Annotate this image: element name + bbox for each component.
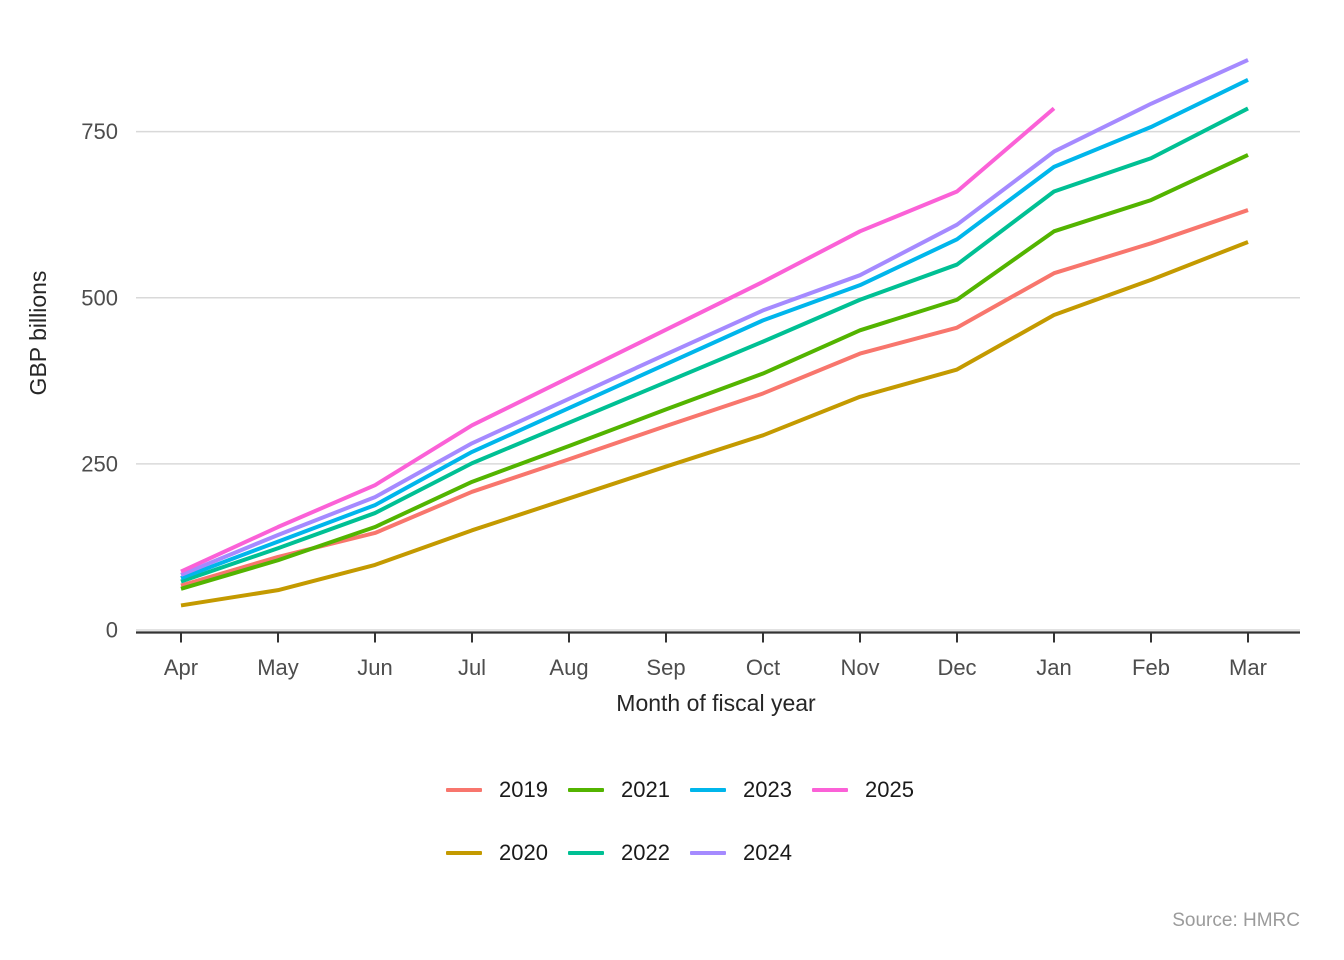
x-tick-label-jun: Jun [357, 655, 392, 680]
line-chart: 0 250 500 750 Apr May Jun Jul Aug Sep Oct Nov Dec Ja… [25, 58, 1300, 716]
series-lines [180, 58, 1249, 608]
legend-label-2022: 2022 [621, 839, 670, 865]
legend-key-2022 [568, 850, 604, 855]
y-tick-label-500: 500 [81, 285, 118, 310]
legend-item-2024: 2024 [690, 839, 812, 866]
x-tick-label-apr: Apr [164, 655, 198, 680]
x-tick-label-may: May [257, 655, 299, 680]
legend-label-2025: 2025 [865, 776, 914, 802]
y-tick-label-750: 750 [81, 119, 118, 144]
y-tick-labels: 0 250 500 750 [81, 119, 118, 642]
series-line-2020 [180, 240, 1249, 608]
x-tick-label-dec: Dec [937, 655, 976, 680]
legend-label-2020: 2020 [499, 839, 548, 865]
legend-item-2020: 2020 [446, 839, 568, 866]
series-line-2022 [180, 106, 1249, 584]
legend-key-2025 [812, 787, 848, 792]
legend-key-2021 [568, 787, 604, 792]
legend-item-2025: 2025 [812, 776, 934, 803]
x-tick-labels: Apr May Jun Jul Aug Sep Oct Nov Dec Jan Feb Mar [164, 655, 1267, 680]
legend-item-2021: 2021 [568, 776, 690, 803]
legend-key-2020 [446, 850, 482, 855]
x-axis-title: Month of fiscal year [616, 690, 816, 716]
x-tick-label-feb: Feb [1132, 655, 1170, 680]
x-tick-label-oct: Oct [746, 655, 780, 680]
legend-label-2023: 2023 [743, 776, 792, 802]
legend-item-2023: 2023 [690, 776, 812, 803]
x-tick-label-jul: Jul [458, 655, 486, 680]
y-tick-label-250: 250 [81, 451, 118, 476]
y-tick-label-0: 0 [106, 618, 118, 643]
series-line-2024 [180, 58, 1249, 577]
gridlines [136, 130, 1300, 631]
legend-label-2019: 2019 [499, 776, 548, 802]
series-line-2019 [180, 208, 1249, 588]
source-note: Source: HMRC [1172, 910, 1300, 931]
legend-key-2023 [690, 787, 726, 792]
legend-key-2019 [446, 787, 482, 792]
legend-item-2019: 2019 [446, 776, 568, 803]
x-tick-label-sep: Sep [646, 655, 685, 680]
chart-legend: 2019 2021 2023 2025 2020 2022 2024 [446, 776, 934, 866]
legend-item-2022: 2022 [568, 839, 690, 866]
x-tick-label-jan: Jan [1036, 655, 1071, 680]
series-line-2025 [180, 106, 1056, 574]
series-line-2021 [180, 153, 1249, 591]
x-tick-label-nov: Nov [840, 655, 879, 680]
x-tick-label-aug: Aug [549, 655, 588, 680]
x-axis [136, 631, 1300, 643]
y-axis-title: GBP billions [25, 271, 51, 396]
x-tick-label-mar: Mar [1229, 655, 1267, 680]
series-line-2023 [180, 78, 1249, 581]
legend-label-2021: 2021 [621, 776, 670, 802]
legend-label-2024: 2024 [743, 839, 792, 865]
legend-key-2024 [690, 850, 726, 855]
